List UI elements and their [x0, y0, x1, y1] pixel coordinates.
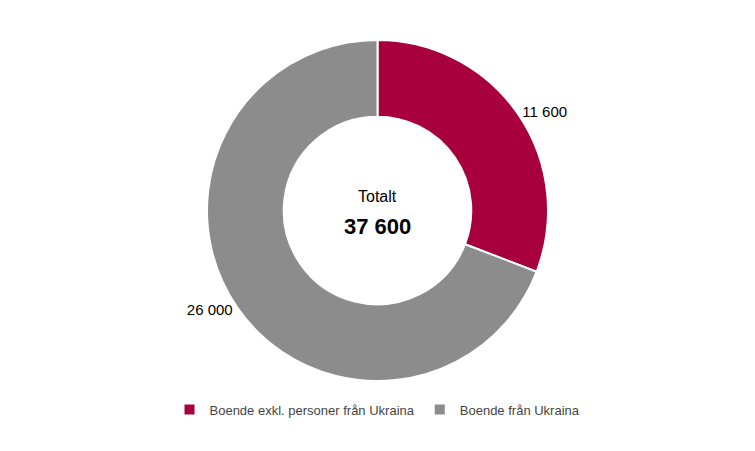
svg-text:Boende från Ukraina: Boende från Ukraina [460, 403, 580, 418]
svg-text:37 600: 37 600 [344, 214, 411, 239]
svg-text:11 600: 11 600 [522, 103, 567, 120]
svg-text:Totalt: Totalt [358, 188, 397, 205]
svg-text:26 000: 26 000 [187, 301, 233, 318]
svg-text:Boende exkl. personer från Ukr: Boende exkl. personer från Ukraina [210, 403, 415, 418]
